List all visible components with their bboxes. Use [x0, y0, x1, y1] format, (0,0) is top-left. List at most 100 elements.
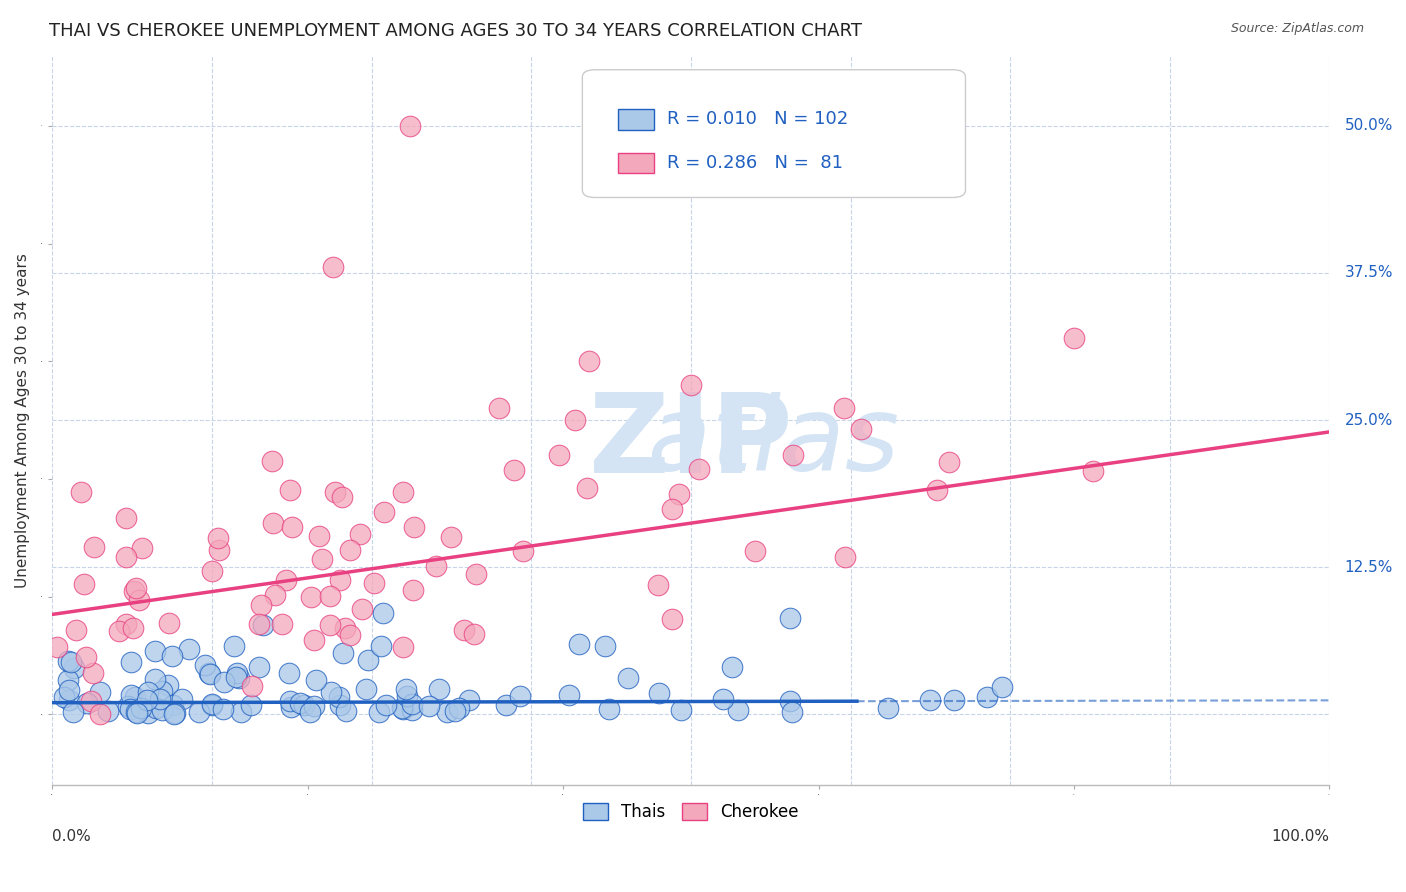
Point [75, 649, 97, 664]
Point [648, 686, 671, 700]
Point [160, 649, 183, 664]
Point [280, 483, 302, 498]
Point [262, 454, 284, 468]
Point [229, 705, 252, 719]
Text: 12.5%: 12.5% [1344, 560, 1393, 574]
Point [721, 660, 744, 674]
Point [851, 421, 873, 435]
Point [62, 705, 84, 719]
Point [744, 543, 766, 558]
Point [201, 564, 224, 578]
Point [568, 637, 591, 651]
Point [335, 704, 357, 718]
Point [503, 463, 526, 477]
Text: 0.0%: 0.0% [52, 829, 91, 844]
Point [779, 610, 801, 624]
Point [274, 573, 297, 587]
Point [440, 530, 463, 544]
Text: 100.0%: 100.0% [1271, 829, 1330, 844]
Point [395, 681, 418, 696]
Point [832, 401, 855, 416]
Point [207, 531, 229, 545]
Point [278, 694, 301, 708]
Point [120, 688, 142, 702]
Point [391, 701, 413, 715]
Point [122, 583, 145, 598]
Point [339, 543, 361, 558]
Point [396, 690, 419, 704]
Point [779, 694, 801, 708]
Point [136, 685, 159, 699]
Point [143, 644, 166, 658]
Point [150, 684, 173, 698]
Point [404, 520, 426, 534]
Point [425, 558, 447, 573]
Point [194, 657, 217, 672]
Point [280, 520, 302, 534]
Point [58, 693, 80, 707]
Point [271, 616, 294, 631]
Point [598, 702, 620, 716]
Point [918, 693, 941, 707]
Point [177, 641, 200, 656]
Point [392, 702, 415, 716]
Point [76, 696, 98, 710]
Point [52, 690, 75, 704]
Point [780, 705, 803, 719]
Point [392, 484, 415, 499]
Point [319, 617, 342, 632]
Point [457, 693, 479, 707]
Point [73, 577, 96, 591]
Point [145, 700, 167, 714]
Point [488, 401, 510, 416]
Point [352, 602, 374, 616]
Point [927, 483, 949, 497]
Point [129, 701, 152, 715]
Point [323, 485, 346, 500]
Point [661, 501, 683, 516]
Point [305, 673, 328, 688]
Point [240, 698, 263, 713]
Point [576, 481, 599, 495]
Point [392, 640, 415, 654]
Point [557, 688, 579, 702]
Point [247, 617, 270, 632]
Point [264, 588, 287, 602]
Point [60, 655, 83, 669]
Point [436, 706, 458, 720]
Point [121, 655, 143, 669]
Point [58, 682, 80, 697]
Point [370, 639, 392, 653]
Point [373, 606, 395, 620]
Point [548, 449, 571, 463]
Point [211, 702, 233, 716]
Point [165, 706, 187, 720]
Point [46, 640, 69, 655]
Point [156, 678, 179, 692]
Point [463, 626, 485, 640]
Point [157, 615, 180, 630]
Point [83, 540, 105, 554]
Point [1081, 464, 1104, 478]
Point [782, 449, 804, 463]
Point [727, 703, 749, 717]
Point [319, 589, 342, 603]
Point [339, 628, 361, 642]
Point [367, 705, 389, 719]
Point [127, 706, 149, 720]
Point [617, 671, 640, 685]
Point [671, 703, 693, 717]
Point [354, 682, 377, 697]
Text: atlas: atlas [482, 392, 900, 492]
Point [349, 526, 371, 541]
Point [56, 654, 79, 668]
Point [357, 653, 380, 667]
Point [288, 696, 311, 710]
Point [125, 582, 148, 596]
Point [991, 680, 1014, 694]
Point [647, 578, 669, 592]
Point [250, 598, 273, 612]
Point [117, 699, 139, 714]
Point [56, 673, 79, 687]
Point [138, 706, 160, 721]
